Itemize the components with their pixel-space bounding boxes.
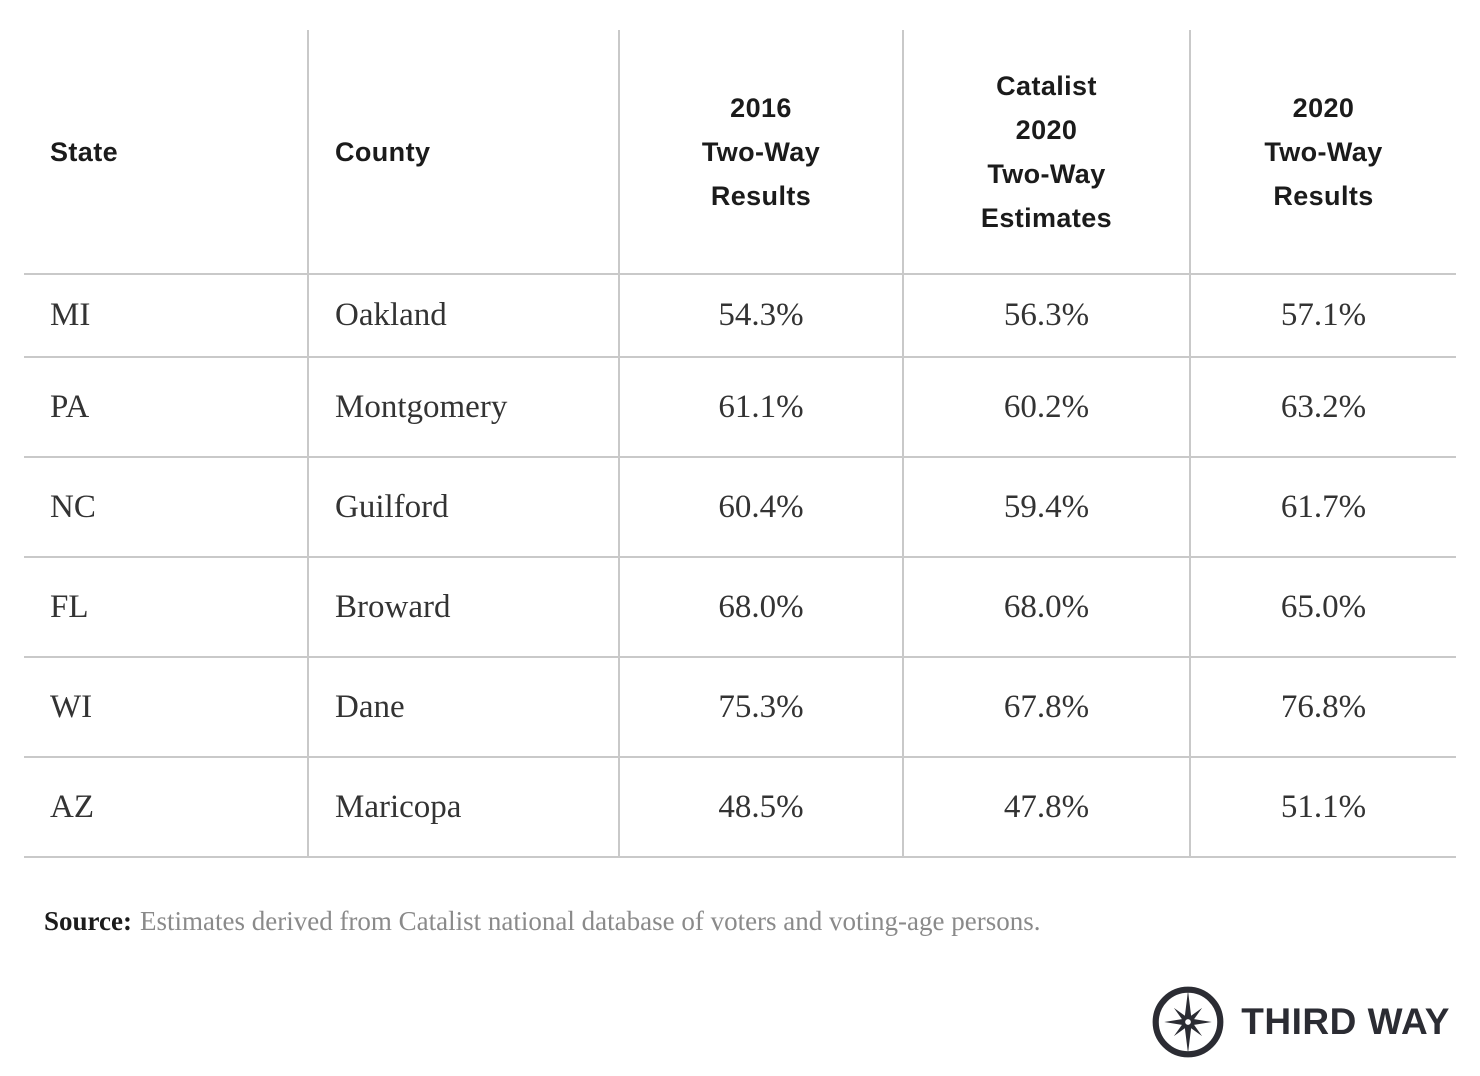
cell-2020-results: 76.8%: [1189, 657, 1456, 758]
cell-state: NC: [24, 457, 308, 558]
cell-2020-results: 65.0%: [1189, 557, 1456, 658]
cell-county: Dane: [307, 657, 619, 758]
source-text: Estimates derived from Catalist national…: [140, 906, 1041, 936]
cell-2016-results: 48.5%: [618, 757, 903, 858]
column-header-catalist-2020-estimates: Catalist 2020 Two-Way Estimates: [902, 30, 1190, 275]
header-row: State County 2016 Two-Way Results Catali…: [24, 30, 1456, 275]
column-header-county: County: [307, 30, 619, 275]
cell-state: AZ: [24, 757, 308, 858]
cell-catalist-estimate: 59.4%: [902, 457, 1190, 558]
cell-state: MI: [24, 274, 308, 358]
table-row: WI Dane 75.3% 67.8% 76.8%: [24, 657, 1456, 758]
cell-catalist-estimate: 47.8%: [902, 757, 1190, 858]
cell-2020-results: 51.1%: [1189, 757, 1456, 858]
column-header-2016-two-way-results: 2016 Two-Way Results: [618, 30, 903, 275]
table-row: MI Oakland 54.3% 56.3% 57.1%: [24, 274, 1456, 358]
cell-county: Maricopa: [307, 757, 619, 858]
cell-county: Broward: [307, 557, 619, 658]
cell-2016-results: 54.3%: [618, 274, 903, 358]
table-row: NC Guilford 60.4% 59.4% 61.7%: [24, 457, 1456, 558]
cell-2020-results: 57.1%: [1189, 274, 1456, 358]
cell-2016-results: 68.0%: [618, 557, 903, 658]
cell-2020-results: 63.2%: [1189, 357, 1456, 458]
cell-2016-results: 61.1%: [618, 357, 903, 458]
cell-county: Oakland: [307, 274, 619, 358]
county-results-table: State County 2016 Two-Way Results Catali…: [24, 30, 1456, 858]
table-row: PA Montgomery 61.1% 60.2% 63.2%: [24, 357, 1456, 458]
source-note: Source: Estimates derived from Catalist n…: [44, 901, 1041, 941]
third-way-wordmark: THIRD WAY: [1241, 1001, 1450, 1042]
cell-county: Montgomery: [307, 357, 619, 458]
column-header-state: State: [24, 30, 308, 275]
cell-catalist-estimate: 67.8%: [902, 657, 1190, 758]
cell-state: WI: [24, 657, 308, 758]
compass-rose-icon: [1152, 986, 1224, 1058]
cell-2020-results: 61.7%: [1189, 457, 1456, 558]
cell-2016-results: 75.3%: [618, 657, 903, 758]
cell-county: Guilford: [307, 457, 619, 558]
cell-catalist-estimate: 68.0%: [902, 557, 1190, 658]
cell-2016-results: 60.4%: [618, 457, 903, 558]
cell-catalist-estimate: 56.3%: [902, 274, 1190, 358]
table-row: FL Broward 68.0% 68.0% 65.0%: [24, 557, 1456, 658]
source-label: Source:: [44, 906, 132, 936]
results-table-container: State County 2016 Two-Way Results Catali…: [24, 30, 1456, 858]
cell-state: PA: [24, 357, 308, 458]
cell-state: FL: [24, 557, 308, 658]
third-way-logo: THIRD WAY: [1150, 984, 1450, 1060]
column-header-2020-two-way-results: 2020 Two-Way Results: [1189, 30, 1456, 275]
cell-catalist-estimate: 60.2%: [902, 357, 1190, 458]
table-row: AZ Maricopa 48.5% 47.8% 51.1%: [24, 757, 1456, 858]
